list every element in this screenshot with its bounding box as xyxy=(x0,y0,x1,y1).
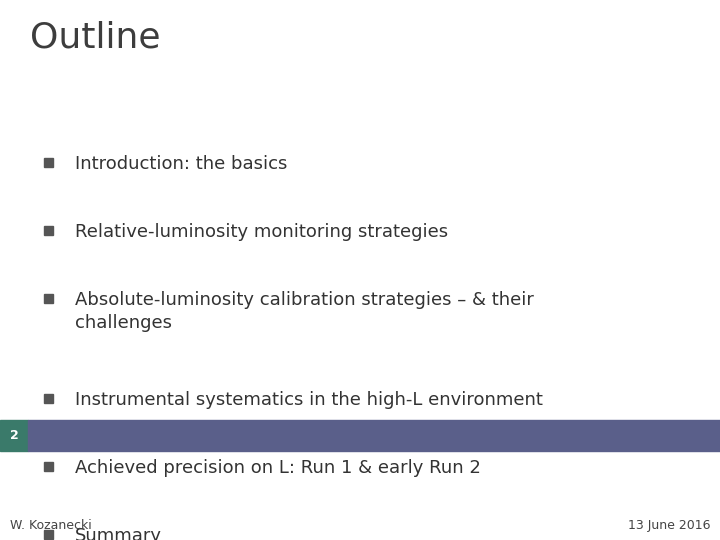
Bar xyxy=(44,226,53,235)
Text: Outline: Outline xyxy=(30,20,161,54)
Text: 13 June 2016: 13 June 2016 xyxy=(628,519,710,532)
Bar xyxy=(44,294,53,303)
Bar xyxy=(44,462,53,471)
Text: Introduction: the basics: Introduction: the basics xyxy=(75,155,287,173)
Text: Absolute-luminosity calibration strategies – & their
challenges: Absolute-luminosity calibration strategi… xyxy=(75,291,534,332)
Text: 2: 2 xyxy=(9,429,19,442)
Text: W. Kozanecki: W. Kozanecki xyxy=(10,519,91,532)
Bar xyxy=(28,420,720,451)
Text: Achieved precision on L: Run 1 & early Run 2: Achieved precision on L: Run 1 & early R… xyxy=(75,459,481,477)
Bar xyxy=(0,420,28,451)
Text: Relative-luminosity monitoring strategies: Relative-luminosity monitoring strategie… xyxy=(75,223,448,241)
Text: Instrumental systematics in the high-L environment: Instrumental systematics in the high-L e… xyxy=(75,391,543,409)
Bar xyxy=(44,158,53,167)
Bar xyxy=(44,394,53,403)
Bar xyxy=(44,530,53,539)
Text: Summary: Summary xyxy=(75,527,162,540)
